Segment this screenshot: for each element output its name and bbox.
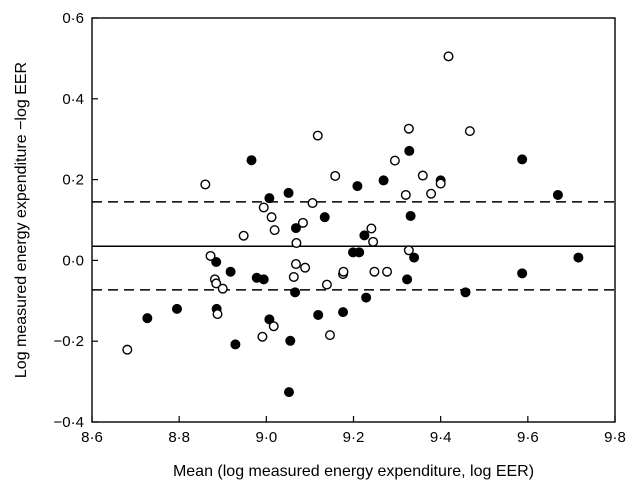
y-tick-label: 0·0 [62, 252, 84, 269]
y-tick-label: −0·4 [54, 414, 84, 431]
x-axis-title: Mean (log measured energy expenditure, l… [173, 463, 534, 480]
data-point-open [288, 271, 299, 282]
y-tick-label: 0·2 [62, 172, 84, 189]
data-point-filled [230, 339, 241, 350]
y-tick-label: −0·2 [54, 333, 84, 350]
data-point-filled [290, 287, 301, 298]
x-tick-label: 8·6 [81, 429, 103, 446]
data-point-filled [142, 313, 153, 324]
data-point-open [435, 178, 446, 189]
data-point-filled [359, 230, 370, 241]
data-point-open [321, 279, 332, 290]
data-point-filled [409, 252, 420, 263]
data-point-filled [283, 387, 294, 398]
x-tick-label: 9·0 [255, 429, 277, 446]
data-point-open [417, 170, 428, 181]
data-point-open [338, 266, 349, 277]
data-point-filled [319, 212, 330, 223]
data-point-open [297, 217, 308, 228]
data-point-filled [460, 287, 471, 298]
data-point-open [366, 223, 377, 234]
data-point-open [464, 126, 475, 137]
data-point-filled [285, 335, 296, 346]
data-point-open [269, 225, 280, 236]
data-point-filled [552, 189, 563, 200]
data-point-open [403, 245, 414, 256]
data-point-open [403, 123, 414, 134]
data-point-open [369, 266, 380, 277]
data-point-open [258, 202, 269, 213]
data-point-filled [246, 155, 257, 166]
y-axis-title: Log measured energy expenditure −log EER [13, 62, 30, 378]
data-point-open [324, 330, 335, 341]
series-open-points [122, 51, 475, 355]
reference-lines [92, 201, 615, 291]
data-point-filled [264, 314, 275, 325]
data-point-filled [404, 145, 415, 156]
plot-frame [91, 17, 616, 423]
x-tick-label: 9·4 [430, 429, 452, 446]
data-point-filled [354, 247, 365, 258]
data-point-filled [402, 274, 413, 285]
series-filled-points [142, 145, 584, 398]
data-point-open [257, 331, 268, 342]
data-point-open [300, 262, 311, 273]
x-tick-label: 9·2 [343, 429, 365, 446]
y-axis-ticks: −0·4 −0·2 0·0 0·2 0·4 0·6 [54, 10, 98, 431]
y-tick-label: 0·4 [62, 91, 84, 108]
data-point-open [211, 278, 222, 289]
data-point-open [400, 189, 411, 200]
data-point-open [122, 344, 133, 355]
data-point-filled [378, 175, 389, 186]
data-point-filled [517, 154, 528, 165]
data-point-filled [283, 187, 294, 198]
data-point-filled [313, 309, 324, 320]
data-point-open [443, 51, 454, 62]
data-point-filled [225, 266, 236, 277]
x-axis-ticks: 8·6 8·8 9·0 9·2 9·4 9·6 9·8 [81, 416, 626, 446]
data-point-filled [517, 268, 528, 279]
data-point-filled [352, 181, 363, 192]
data-point-open [389, 155, 400, 166]
data-point-open [238, 230, 249, 241]
data-point-open [291, 238, 302, 249]
data-point-filled [338, 307, 349, 318]
data-point-filled [361, 292, 372, 303]
data-point-filled [264, 193, 275, 204]
data-point-open [212, 309, 223, 320]
data-point-open [307, 198, 318, 209]
data-point-filled [405, 210, 416, 221]
x-tick-label: 8·8 [168, 429, 190, 446]
x-tick-label: 9·8 [604, 429, 626, 446]
data-point-open [217, 283, 228, 294]
data-point-open [312, 130, 323, 141]
data-point-filled [573, 252, 584, 263]
data-point-open [330, 170, 341, 181]
data-point-filled [290, 223, 301, 234]
data-point-open [266, 212, 277, 223]
data-point-filled [258, 274, 269, 285]
data-point-open [205, 250, 216, 261]
x-tick-label: 9·6 [517, 429, 539, 446]
data-point-open [426, 188, 437, 199]
data-point-open [368, 236, 379, 247]
data-point-filled [171, 303, 182, 314]
data-point-filled [211, 257, 222, 268]
y-tick-label: 0·6 [62, 10, 84, 27]
data-point-open [268, 321, 279, 332]
data-point-open [200, 179, 211, 190]
data-point-open [290, 259, 301, 270]
data-point-open [382, 266, 393, 277]
